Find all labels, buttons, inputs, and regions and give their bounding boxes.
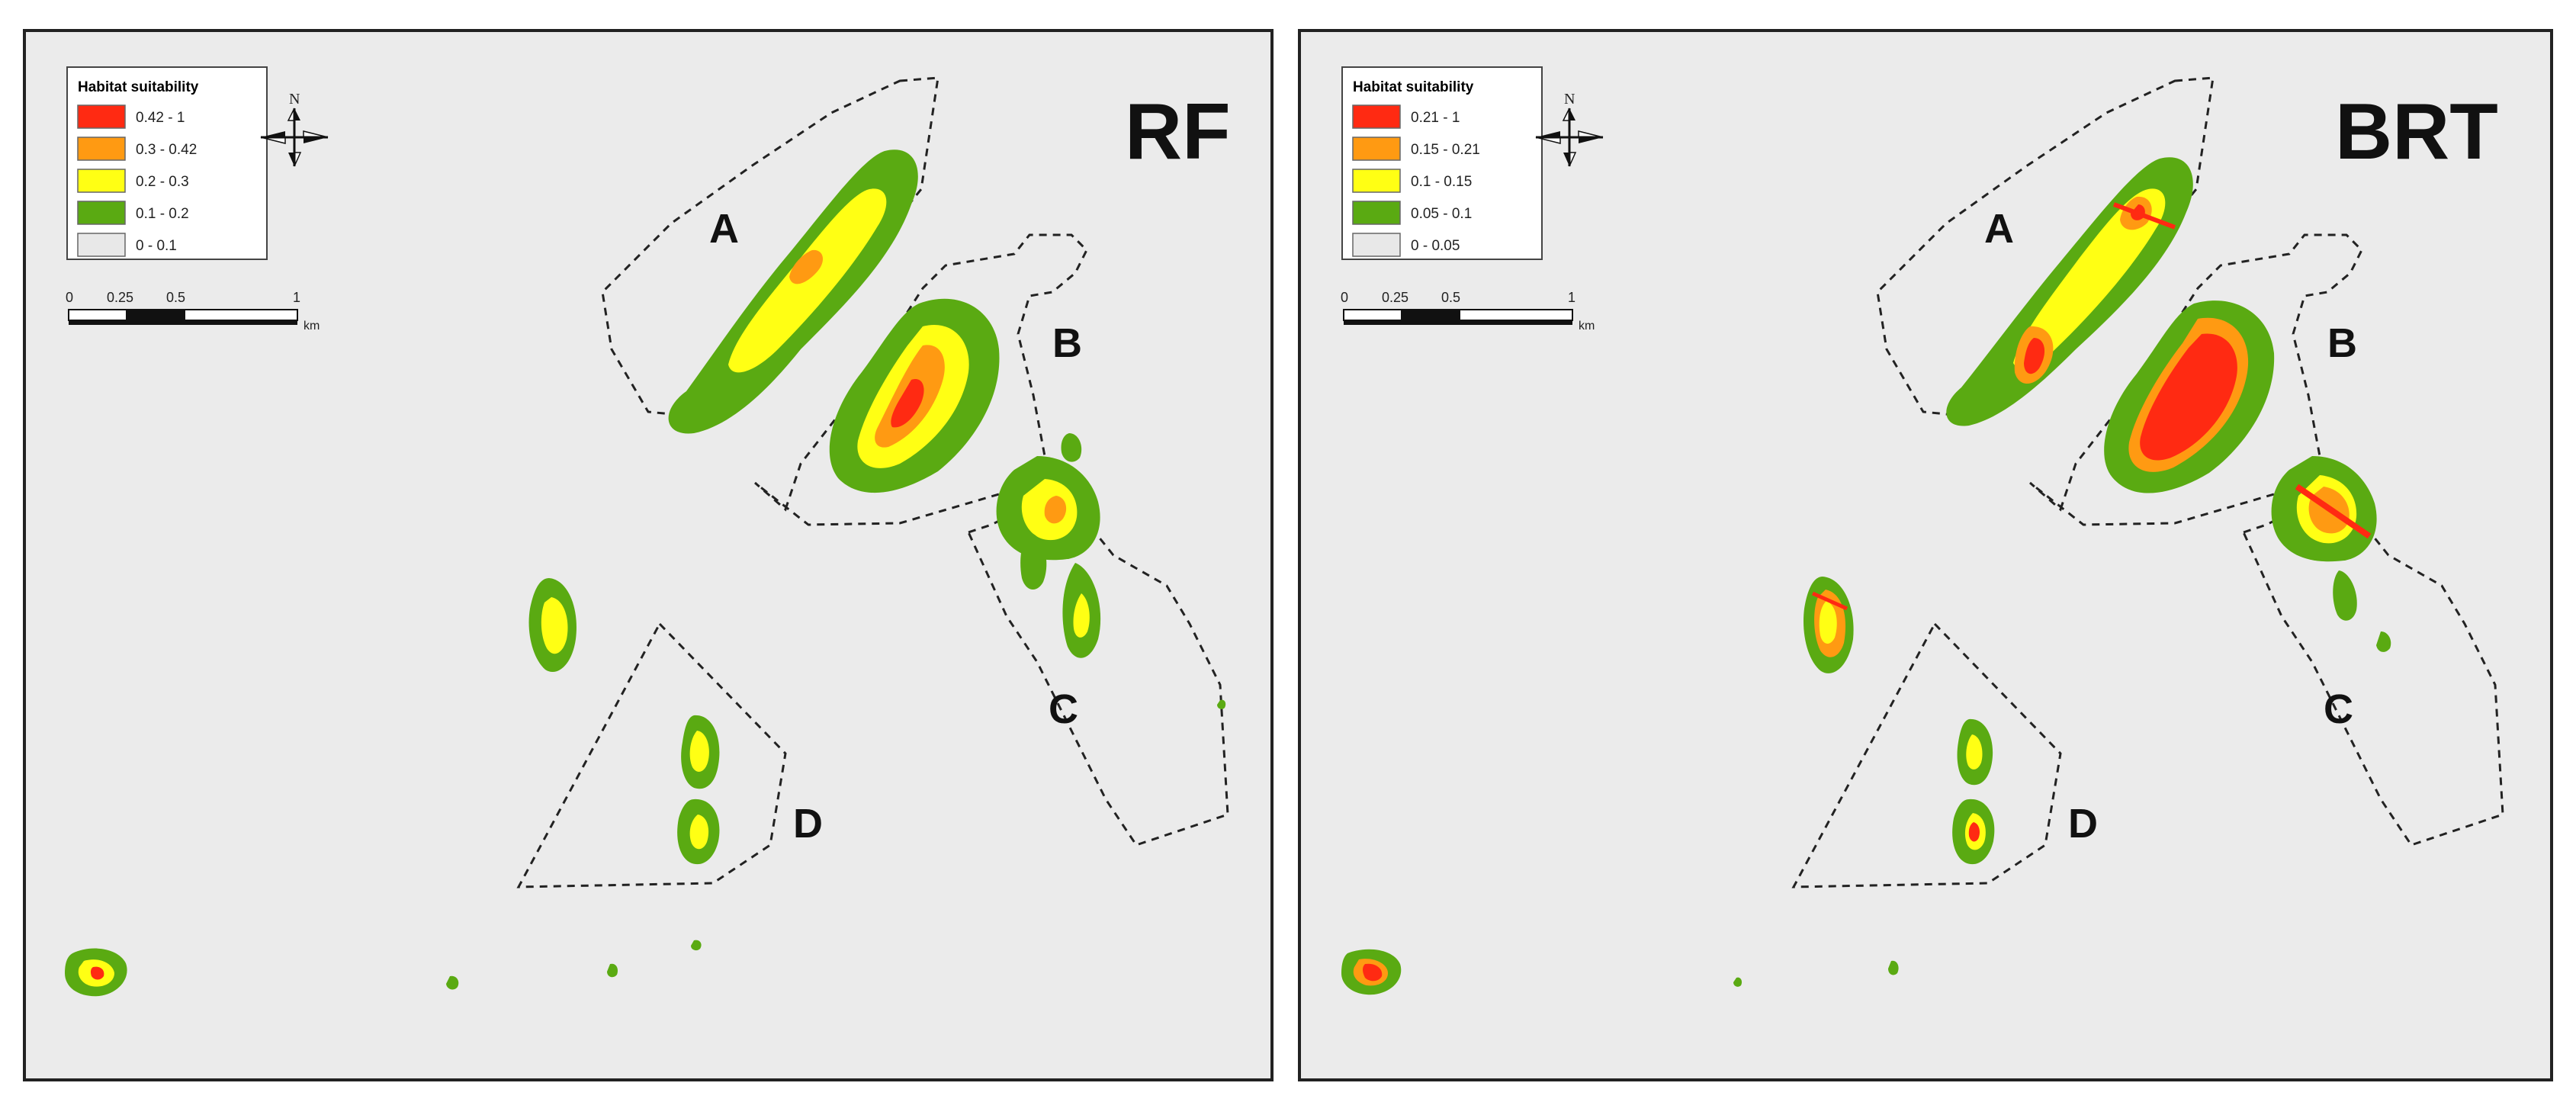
legend-label: 0 - 0.05: [1411, 238, 1460, 254]
legend-swatch: [77, 201, 126, 225]
zone-a-boundary: [601, 76, 940, 419]
legend-swatch: [1352, 137, 1401, 161]
legend: Habitat suitability 0.42 - 1 0.3 - 0.42 …: [66, 66, 268, 260]
legend-swatch: [77, 104, 126, 129]
legend-label: 0.1 - 0.15: [1411, 174, 1472, 190]
suitability-patches: [1341, 157, 2391, 995]
map-panel-brt: Habitat suitability 0.21 - 1 0.15 - 0.21…: [1298, 29, 2553, 1081]
map-brt: Habitat suitability 0.21 - 1 0.15 - 0.21…: [1298, 29, 2553, 1081]
legend-label: 0.05 - 0.1: [1411, 206, 1472, 222]
north-arrow-icon: N: [260, 91, 329, 167]
legend-label: 0.3 - 0.42: [136, 142, 197, 158]
north-label: N: [289, 91, 300, 108]
legend-title: Habitat suitability: [1353, 79, 1474, 95]
legend-label: 0.1 - 0.2: [136, 206, 189, 222]
zone-label-c: C: [1049, 686, 1078, 732]
scale-bar: 0 0.25 0.5 1 km: [1341, 290, 1595, 333]
scale-tick-label: 1: [1568, 290, 1575, 305]
zone-label-b: B: [1052, 320, 1082, 366]
legend-swatch: [1352, 233, 1401, 257]
zone-boundaries: [516, 76, 1229, 888]
scale-tick-label: 0: [66, 290, 73, 305]
zone-label-d: D: [793, 801, 823, 847]
scale-bar: 0 0.25 0.5 1 km: [66, 290, 320, 333]
zone-a-boundary: [1876, 76, 2215, 419]
north-label: N: [1564, 91, 1575, 108]
legend-swatch: [77, 169, 126, 193]
zone-d-boundary: [1791, 622, 2062, 888]
legend-swatch: [77, 137, 126, 161]
scale-tick-label: 0.5: [1441, 290, 1460, 305]
scale-tick-label: 0.25: [1382, 290, 1408, 305]
model-label: RF: [1125, 88, 1231, 176]
zone-c-boundary: [2241, 500, 2504, 847]
zone-label-a: A: [709, 206, 739, 252]
scale-tick-label: 1: [293, 290, 300, 305]
legend-box: [66, 66, 268, 260]
legend-label: 0.2 - 0.3: [136, 174, 189, 190]
legend-swatch: [77, 233, 126, 257]
zone-label-c: C: [2324, 686, 2353, 732]
zone-b-boundary: [754, 233, 1088, 526]
legend-label: 0.42 - 1: [136, 110, 185, 126]
scale-tick-label: 0.5: [166, 290, 185, 305]
scale-tick-label: 0: [1341, 290, 1348, 305]
scale-unit: km: [304, 320, 320, 333]
legend-label: 0 - 0.1: [136, 238, 177, 254]
legend-label: 0.15 - 0.21: [1411, 142, 1480, 158]
zone-b-boundary: [2029, 233, 2363, 526]
zone-label-d: D: [2068, 801, 2098, 847]
legend-label: 0.21 - 1: [1411, 110, 1460, 126]
zone-d-boundary: [516, 622, 787, 888]
legend-swatch: [1352, 201, 1401, 225]
scale-unit: km: [1579, 320, 1595, 333]
legend: Habitat suitability 0.21 - 1 0.15 - 0.21…: [1341, 66, 1543, 260]
scale-tick-label: 0.25: [107, 290, 133, 305]
zone-label-a: A: [1984, 206, 2014, 252]
map-rf: Habitat suitability 0.42 - 1 0.3 - 0.42 …: [23, 29, 1274, 1081]
zone-boundaries: [1791, 76, 2504, 888]
legend-swatch: [1352, 104, 1401, 129]
zone-label-b: B: [2327, 320, 2357, 366]
map-panel-rf: Habitat suitability 0.42 - 1 0.3 - 0.42 …: [23, 29, 1274, 1081]
north-arrow-icon: N: [1535, 91, 1604, 167]
legend-title: Habitat suitability: [78, 79, 199, 95]
model-label: BRT: [2335, 88, 2498, 176]
suitability-patches: [65, 149, 1226, 997]
legend-box: [1341, 66, 1543, 260]
legend-swatch: [1352, 169, 1401, 193]
zone-c-boundary: [966, 500, 1229, 847]
